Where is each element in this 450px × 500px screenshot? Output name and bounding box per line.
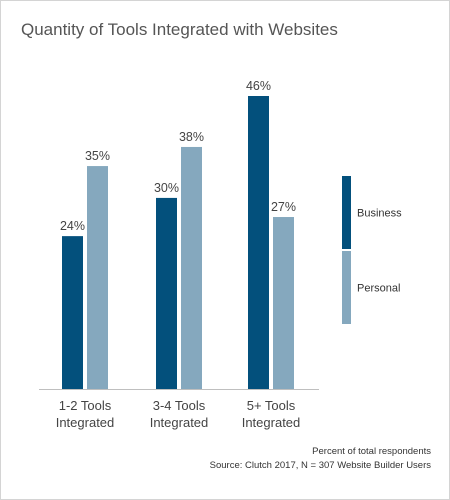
category-label-2-line-2: Integrated: [150, 415, 209, 430]
bar-personal-1: [87, 166, 108, 389]
bar-business-3: [248, 96, 269, 389]
footer-note: Percent of total respondents: [312, 446, 431, 457]
bar-business-1: [62, 236, 83, 389]
category-label-3-line-2: Integrated: [242, 415, 301, 430]
legend-swatch-personal: [342, 251, 351, 324]
chart-title: Quantity of Tools Integrated with Websit…: [21, 20, 338, 39]
bar-business-2: [156, 197, 177, 389]
data-label-personal-2: 38%: [179, 130, 204, 144]
bar-personal-2: [181, 146, 202, 389]
legend-label-personal: Personal: [357, 283, 400, 295]
data-label-business-1: 24%: [60, 219, 85, 233]
category-label-1-line-1: 1-2 Tools: [59, 398, 112, 413]
data-label-personal-1: 35%: [85, 149, 110, 163]
bar-personal-3: [273, 217, 294, 389]
legend-label-business: Business: [357, 208, 402, 220]
category-label-1-line-2: Integrated: [56, 415, 115, 430]
data-label-business-2: 30%: [154, 181, 179, 195]
data-label-business-3: 46%: [246, 79, 271, 93]
category-label-2-line-1: 3-4 Tools: [153, 398, 206, 413]
category-label-3-line-1: 5+ Tools: [247, 398, 296, 413]
legend-swatch-business: [342, 176, 351, 249]
data-label-personal-3: 27%: [271, 200, 296, 214]
footer-source: Source: Clutch 2017, N = 307 Website Bui…: [209, 459, 431, 471]
chart-footer: Percent of total respondents Source: Clu…: [210, 445, 431, 472]
